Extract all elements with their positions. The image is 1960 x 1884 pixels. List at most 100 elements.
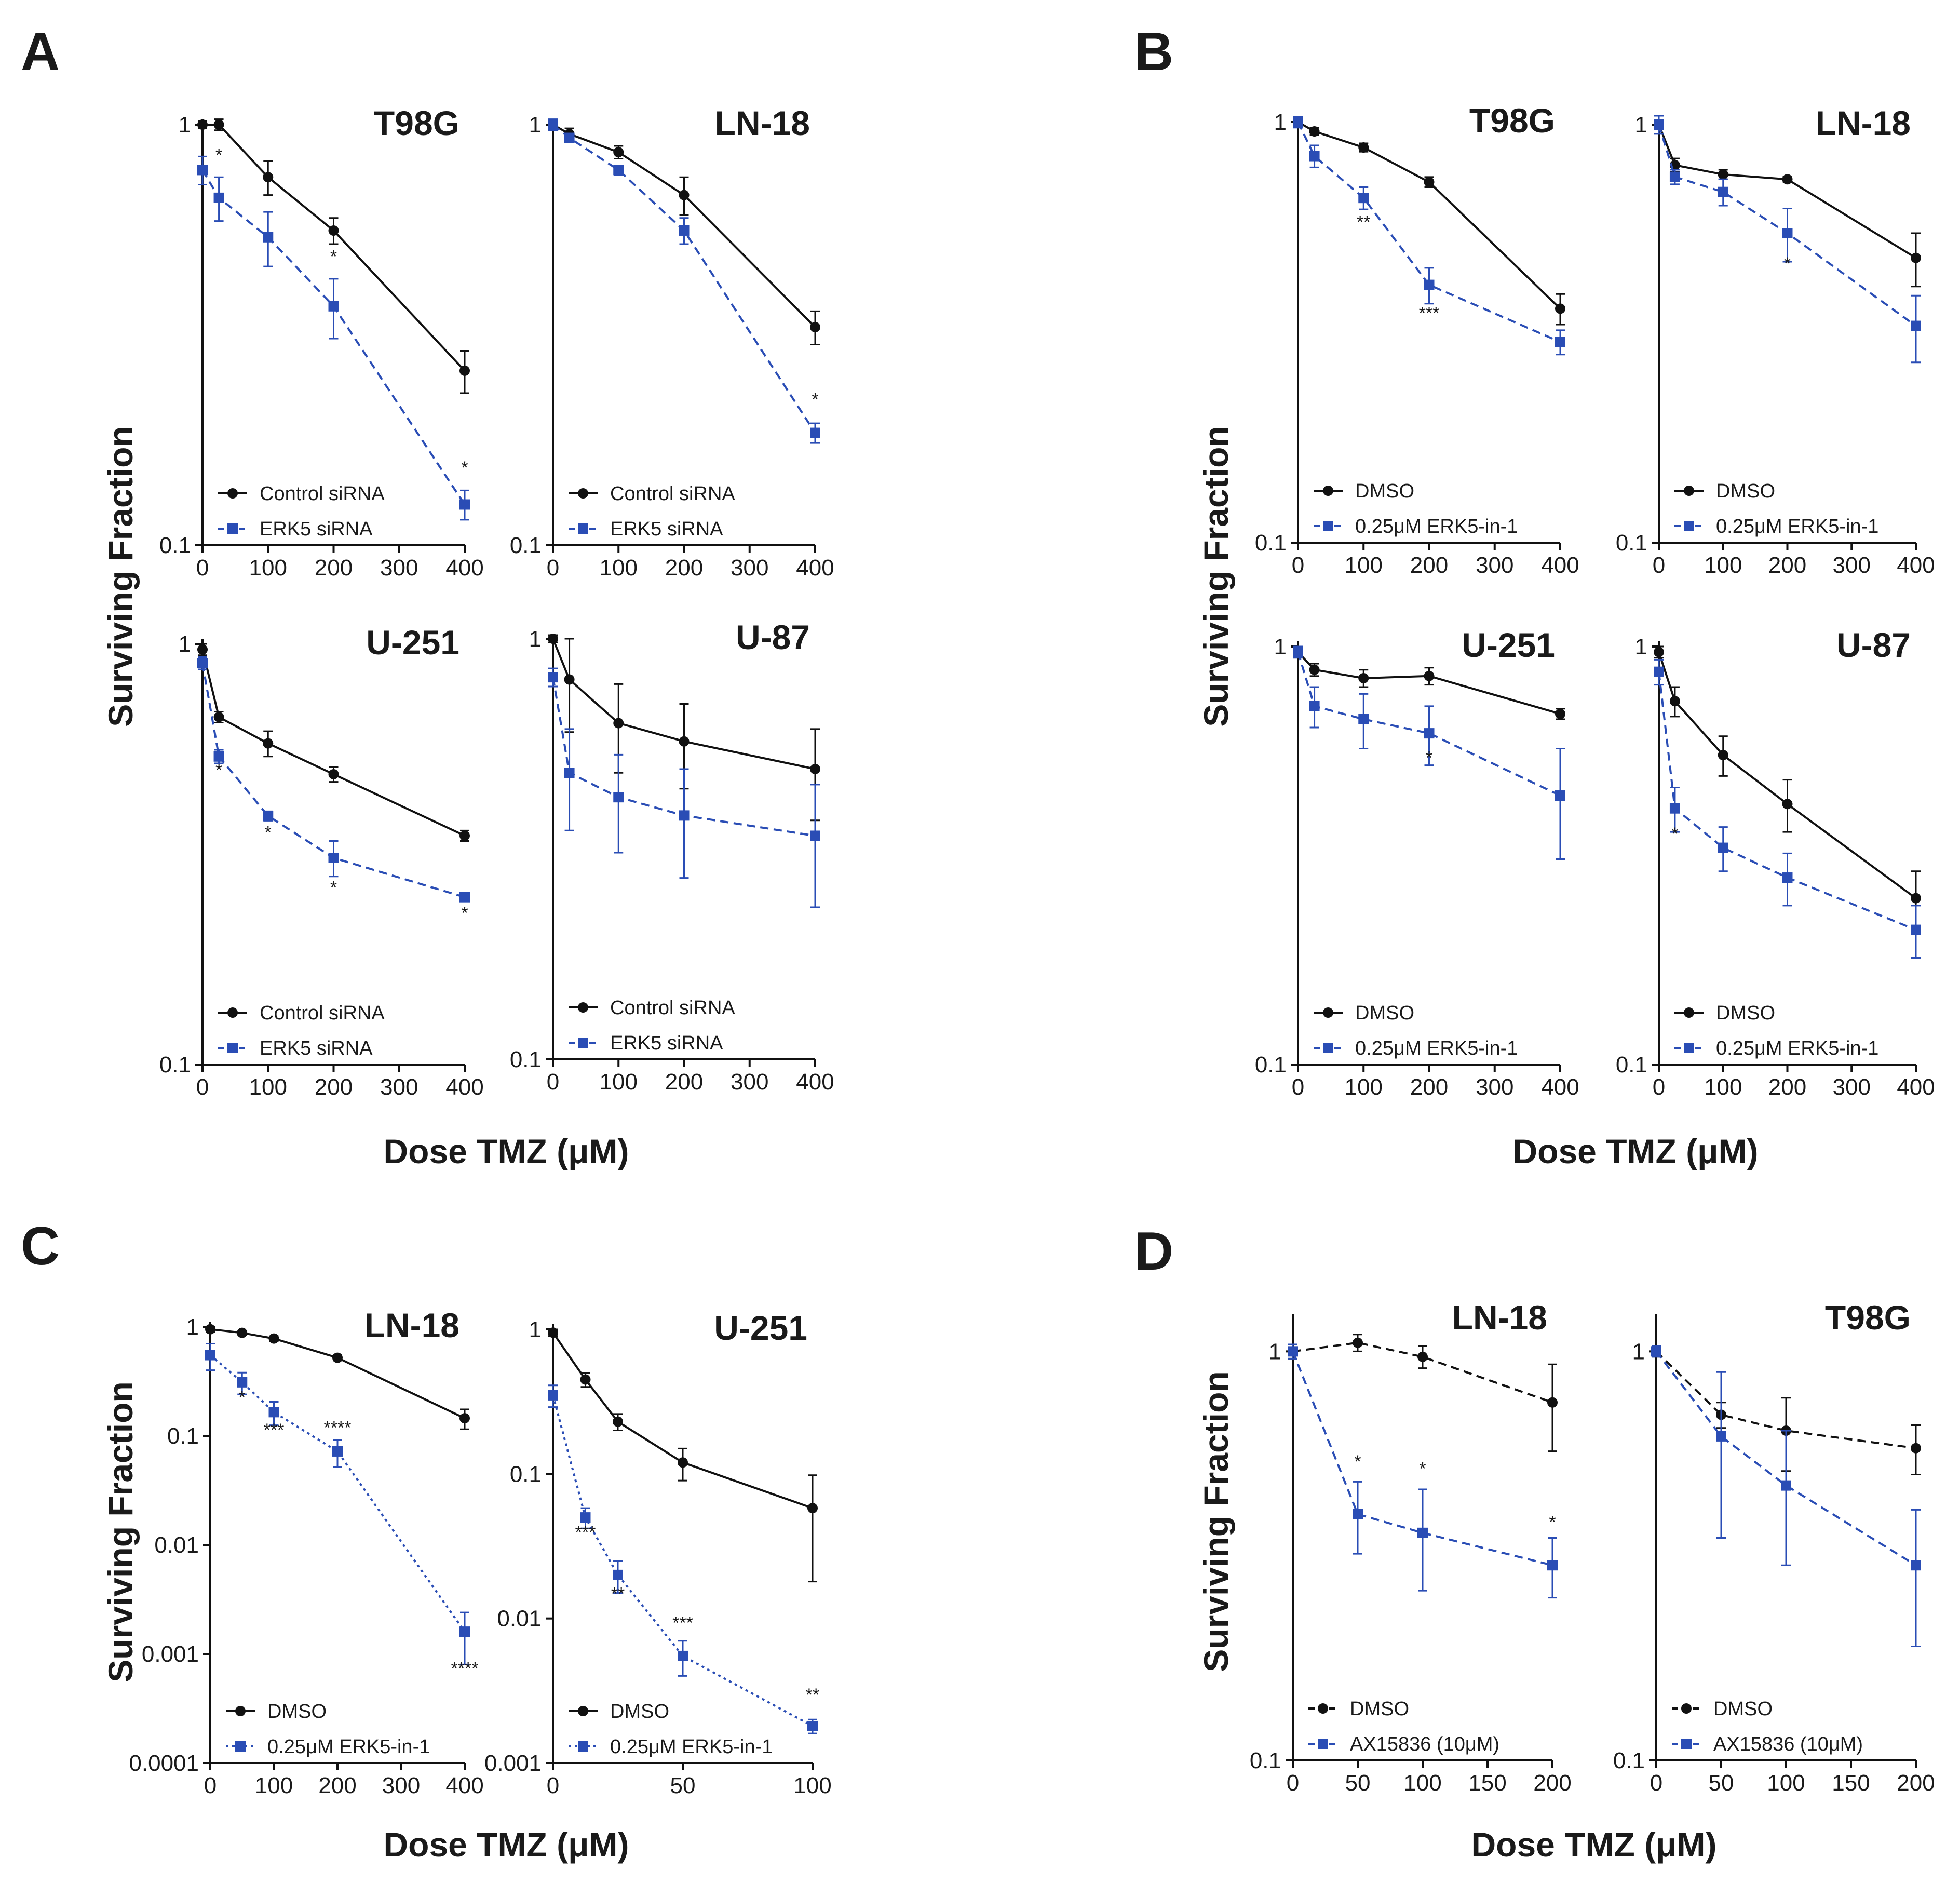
y-axis-label-panel-d: Surviving Fraction: [1197, 1371, 1235, 1672]
x-tick-label: 400: [445, 555, 483, 581]
data-point-square: [679, 810, 690, 821]
data-point-square: [1651, 1346, 1661, 1357]
data-point-circle: [268, 1333, 279, 1344]
data-point-square: [548, 672, 558, 683]
significance-marker: *: [215, 761, 222, 780]
legend-marker: [1681, 1703, 1692, 1714]
series-treated: [205, 1343, 470, 1665]
chart-title: LN-18: [1452, 1298, 1547, 1337]
legend-marker: [578, 1741, 588, 1752]
data-point-square: [613, 1569, 623, 1580]
data-point-circle: [1353, 1337, 1363, 1348]
series-treated: [1293, 645, 1565, 860]
data-point-circle: [1358, 142, 1369, 153]
significance-marker: ****: [451, 1659, 479, 1678]
x-tick-label: 0: [1653, 1074, 1665, 1100]
x-tick-label: 200: [1410, 1074, 1448, 1100]
data-point-circle: [1782, 174, 1793, 185]
chart-title: U-87: [1836, 626, 1911, 664]
data-point-circle: [613, 147, 624, 158]
legend-label: Control siRNA: [610, 997, 735, 1019]
data-point-square: [1358, 714, 1369, 725]
series-control: [1654, 645, 1921, 931]
series-control: [205, 1324, 470, 1430]
significance-marker: *: [1784, 254, 1791, 274]
series-treated: [1654, 115, 1921, 364]
data-point-square: [1781, 1480, 1791, 1491]
data-point-circle: [1911, 893, 1921, 904]
x-axis-label-panel-d: Dose TMZ (μM): [1471, 1825, 1717, 1864]
data-point-square: [580, 1512, 591, 1523]
x-tick-label: 100: [1345, 1074, 1383, 1100]
x-tick-label: 0: [547, 1069, 559, 1095]
data-point-circle: [213, 119, 224, 130]
data-point-circle: [213, 711, 224, 722]
data-point-square: [1555, 337, 1565, 347]
data-point-square: [263, 811, 274, 822]
chart-title: LN-18: [715, 104, 810, 142]
series-treated: [1293, 116, 1565, 356]
legend-label: 0.25μM ERK5-in-1: [610, 1736, 773, 1758]
x-tick-label: 0: [204, 1773, 217, 1798]
data-point-circle: [197, 119, 208, 130]
y-tick-label: 0.1: [1616, 530, 1647, 556]
legend-marker: [227, 1043, 238, 1053]
chart-title: LN-18: [364, 1306, 459, 1344]
chart-title: U-251: [1462, 626, 1555, 664]
significance-marker: ***: [1419, 304, 1440, 324]
data-point-circle: [237, 1327, 248, 1338]
chart-b-u87: 0 100 200 300 400 0.1 1 U-87 * DMSO 0.25μM ERK5-in…: [1616, 626, 1935, 1100]
x-tick-label: 100: [1403, 1770, 1441, 1796]
data-point-square: [1911, 320, 1921, 331]
significance-marker: **: [611, 1584, 625, 1604]
x-tick-label: 100: [249, 555, 287, 581]
data-point-circle: [263, 172, 274, 183]
legend-label: 0.25μM ERK5-in-1: [1355, 516, 1518, 537]
series-line: [1655, 1350, 1916, 1449]
chart-a-ln18: 0 100 200 300 400 0.1 1 LN-18 * Control siRNA ERK5…: [510, 104, 834, 581]
y-axis-label-panel-c: Surviving Fraction: [101, 1381, 140, 1682]
series-line: [1658, 671, 1916, 931]
data-point-square: [1353, 1509, 1363, 1519]
y-tick-label: 0.1: [1255, 1052, 1287, 1078]
y-tick-label: 0.1: [510, 533, 542, 558]
legend-marker: [1323, 486, 1333, 496]
significance-marker: ****: [324, 1418, 352, 1438]
y-tick-label: 0.001: [484, 1751, 542, 1776]
data-point-circle: [459, 365, 470, 376]
data-point-square: [564, 768, 575, 778]
legend-marker: [578, 1706, 588, 1716]
y-axis-label-panel-b: Surviving Fraction: [1197, 426, 1235, 726]
legend-label: 0.25μM ERK5-in-1: [1716, 1038, 1878, 1059]
x-tick-label: 100: [600, 1069, 638, 1095]
x-tick-label: 300: [1476, 1074, 1513, 1100]
chart-d-t98g: 0 50 100 150 200 0.1 1 T98G DMSO AX15836 (10μM): [1613, 1298, 1935, 1796]
data-point-square: [205, 1350, 215, 1361]
significance-marker: **: [806, 1685, 819, 1705]
series-treated: [1654, 658, 1921, 959]
chart-title: T98G: [1825, 1298, 1911, 1337]
data-point-square: [268, 1407, 279, 1418]
x-tick-label: 200: [1768, 1074, 1806, 1100]
x-tick-label: 100: [1767, 1770, 1805, 1796]
data-point-square: [1309, 701, 1320, 711]
x-axis-label-panel-b: Dose TMZ (μM): [1513, 1132, 1759, 1170]
legend-marker: [1684, 486, 1694, 496]
legend-label: 0.25μM ERK5-in-1: [1716, 516, 1878, 537]
data-point-circle: [580, 1374, 591, 1385]
chart-b-ln18: 0 100 200 300 400 0.1 1 LN-18 * DMSO 0.25μM ERK5-i…: [1616, 104, 1935, 578]
significance-marker: *: [215, 145, 222, 165]
chart-title: LN-18: [1816, 104, 1911, 142]
significance-marker: *: [265, 823, 272, 842]
data-point-circle: [679, 736, 690, 747]
series-line: [1292, 1351, 1553, 1567]
x-tick-label: 100: [793, 1773, 831, 1798]
significance-marker: *: [1354, 1452, 1361, 1472]
y-tick-label: 0.01: [154, 1532, 199, 1558]
data-point-circle: [678, 1457, 688, 1468]
x-tick-label: 300: [1833, 1074, 1871, 1100]
legend-label: DMSO: [1716, 1002, 1775, 1024]
